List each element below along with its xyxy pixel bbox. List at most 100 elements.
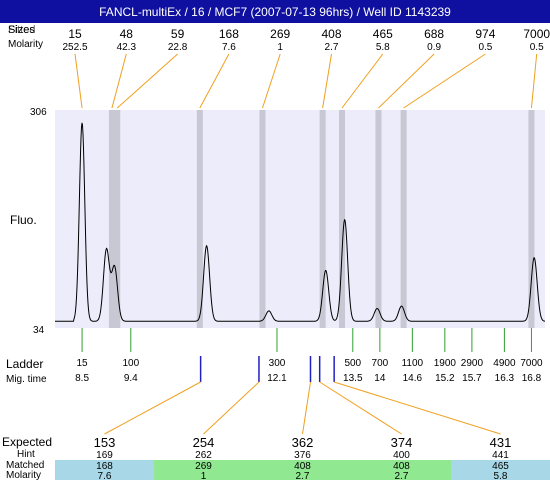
ladder-time-label: 9.4 xyxy=(124,373,138,384)
peak-band xyxy=(114,110,121,328)
matched-cell xyxy=(55,460,155,480)
size-connector xyxy=(116,53,178,109)
peak-band xyxy=(528,110,535,328)
matched-cell xyxy=(253,460,353,480)
ladder-size-label: 4900 xyxy=(493,358,516,369)
fitted-molarity-label: 22.8 xyxy=(168,42,188,53)
matched-label: Matched xyxy=(6,460,44,471)
ladder-size-label: 100 xyxy=(122,358,139,369)
fitted-size-label: 48 xyxy=(120,27,134,41)
fitted-molarity-label: 0.5 xyxy=(530,42,544,53)
fitted-size-label: 408 xyxy=(321,27,341,41)
hint-connector xyxy=(319,381,402,435)
size-connector xyxy=(111,53,127,109)
ladder-size-label: 300 xyxy=(269,358,286,369)
hint-connector xyxy=(104,381,201,435)
expected-value: 374 xyxy=(391,435,413,450)
fitted-molarity-label: 0.5 xyxy=(478,42,492,53)
ladder-size-label: 15 xyxy=(77,358,89,369)
ladder-size-label: 1900 xyxy=(434,358,457,369)
molarity-value: 5.8 xyxy=(494,471,508,480)
hint-label: Hint xyxy=(17,449,35,460)
fluorescence-trace xyxy=(55,122,545,322)
ladder-size-label: 1100 xyxy=(402,358,424,369)
fitted-size-label: 168 xyxy=(219,27,239,41)
peak-band xyxy=(259,110,266,328)
expected-value: 362 xyxy=(292,435,314,450)
hint-value: 262 xyxy=(195,450,212,461)
ladder-time-label: 15.2 xyxy=(435,373,455,384)
fitted-molarity-label: 5.8 xyxy=(376,42,390,53)
expected-value: 254 xyxy=(193,435,215,450)
size-connector xyxy=(322,53,332,109)
mig-time-label: Mig. time xyxy=(6,374,47,385)
fitted-molarity-label: 42.3 xyxy=(117,42,137,53)
y-axis-label: Fluo. xyxy=(10,213,37,227)
ladder-time-label: 14.6 xyxy=(403,373,423,384)
matched-value: 408 xyxy=(294,461,311,472)
peak-band xyxy=(196,110,203,328)
ladder-size-label: 2900 xyxy=(461,358,484,369)
fitted-size-label: 7000 xyxy=(523,27,550,41)
size-connector xyxy=(74,53,83,109)
ladder-size-label: 500 xyxy=(344,358,361,369)
connector-lines xyxy=(74,53,538,435)
peak-band xyxy=(108,110,115,328)
fitted-overlap-label: Fitted xyxy=(8,24,36,36)
molarity-row-label: Molarity xyxy=(8,39,43,50)
fitted-size-label: 59 xyxy=(171,27,185,41)
ladder-time-label: 14 xyxy=(374,373,386,384)
matched-value: 465 xyxy=(492,461,509,472)
fitted-size-label: 465 xyxy=(373,27,393,41)
matched-value: 269 xyxy=(195,461,212,472)
matched-cell xyxy=(352,460,452,480)
fitted-size-label: 974 xyxy=(475,27,495,41)
ladder-markers: 15 8.5 100 9.4 300 12.1 500 13.5 700 14 1100 14.6 19… xyxy=(75,328,543,384)
hint-value: 169 xyxy=(96,450,113,461)
molarity-value: 2.7 xyxy=(395,471,409,480)
size-connector xyxy=(530,53,538,109)
molarity-value: 7.6 xyxy=(98,471,112,480)
ladder-time-label: 8.5 xyxy=(75,373,89,384)
molarity-value: 2.7 xyxy=(296,471,310,480)
ladder-time-label: 13.5 xyxy=(343,373,363,384)
molarity-bottom-label: Molarity xyxy=(6,470,41,480)
ladder-time-label: 16.8 xyxy=(522,373,542,384)
y-tick-bottom: 34 xyxy=(33,325,45,336)
expected-columns: 1531691687.625426226913623764082.7374400… xyxy=(94,435,512,480)
expected-value: 431 xyxy=(490,435,512,450)
size-connector xyxy=(262,53,281,109)
peak-band xyxy=(375,110,382,328)
bottom-table-cells xyxy=(55,460,550,480)
ladder-label: Ladder xyxy=(6,357,43,371)
fitted-molarity-label: 7.6 xyxy=(222,42,236,53)
matched-cell xyxy=(154,460,254,480)
fitted-size-label: 15 xyxy=(68,27,82,41)
peak-band xyxy=(319,110,326,328)
expected-value: 153 xyxy=(94,435,116,450)
ladder-time-label: 16.3 xyxy=(495,373,515,384)
hint-connector xyxy=(334,381,501,435)
ladder-size-label: 700 xyxy=(372,358,389,369)
molarity-value: 1 xyxy=(201,471,207,480)
hint-connector xyxy=(302,381,311,435)
hint-value: 441 xyxy=(492,450,509,461)
sizes-row-label: Sizes xyxy=(8,24,35,36)
fitted-size-label: 688 xyxy=(424,27,444,41)
matched-value: 408 xyxy=(393,461,410,472)
y-tick-top: 306 xyxy=(30,107,47,118)
chart-title: FANCL-multiEx / 16 / MCF7 (2007-07-13 96… xyxy=(0,0,550,23)
hint-value: 376 xyxy=(294,450,311,461)
fitted-molarity-label: 0.9 xyxy=(427,42,441,53)
fitted-molarity-label: 1 xyxy=(277,42,283,53)
peak-band xyxy=(339,110,346,328)
expected-label: Expected xyxy=(2,435,52,449)
ladder-size-label: 7000 xyxy=(520,358,543,369)
plot-area xyxy=(55,110,545,328)
hint-value: 400 xyxy=(393,450,410,461)
size-connector xyxy=(341,53,384,109)
fitted-molarity-label: 2.7 xyxy=(325,42,339,53)
peak-band xyxy=(400,110,407,328)
